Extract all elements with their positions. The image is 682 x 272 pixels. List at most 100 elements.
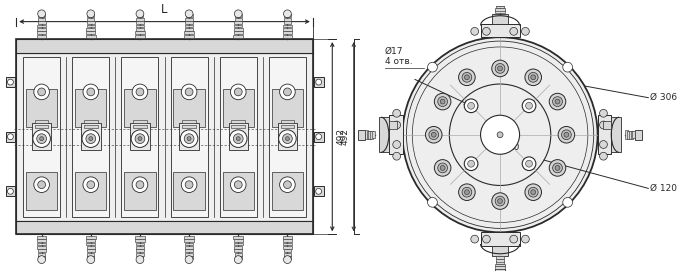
Circle shape (181, 177, 197, 193)
Bar (173, 89, 205, 127)
Bar (87, 14, 94, 17)
Bar (5, 186, 15, 196)
Circle shape (237, 137, 240, 141)
Bar (496, 256, 504, 259)
Circle shape (549, 160, 566, 176)
Bar (481, 24, 520, 37)
Bar (87, 21, 95, 24)
Circle shape (458, 69, 475, 86)
Bar (87, 249, 95, 252)
Bar (37, 31, 46, 34)
Bar (135, 31, 145, 34)
Bar (234, 246, 242, 249)
Bar (234, 28, 243, 31)
Bar (222, 89, 254, 127)
Bar (37, 35, 46, 38)
Bar (235, 249, 242, 252)
Circle shape (284, 10, 291, 18)
Bar (314, 77, 323, 87)
Bar (635, 130, 642, 140)
Bar (495, 266, 505, 269)
Circle shape (464, 99, 478, 113)
Bar (136, 246, 144, 249)
Circle shape (429, 130, 439, 140)
Circle shape (462, 187, 472, 197)
Bar (87, 18, 94, 21)
Circle shape (231, 177, 246, 193)
Circle shape (233, 134, 243, 144)
Circle shape (438, 163, 447, 173)
Circle shape (426, 126, 442, 143)
Bar (631, 131, 634, 138)
Circle shape (564, 132, 569, 137)
Circle shape (181, 84, 197, 100)
Circle shape (434, 160, 451, 176)
Bar (496, 259, 504, 262)
Circle shape (83, 177, 99, 193)
Bar (173, 172, 205, 210)
Bar (35, 120, 48, 123)
Circle shape (471, 27, 479, 35)
Circle shape (186, 256, 193, 264)
Circle shape (135, 134, 145, 144)
Circle shape (525, 69, 542, 86)
Bar (26, 172, 57, 210)
Bar (235, 253, 242, 256)
Bar (496, 3, 504, 6)
Bar (234, 31, 243, 34)
Bar (37, 236, 46, 239)
Bar (389, 115, 402, 154)
Bar (234, 243, 243, 245)
Bar (284, 14, 291, 17)
Bar (272, 172, 303, 210)
Bar (184, 239, 194, 242)
Circle shape (599, 121, 608, 129)
Bar (372, 131, 374, 138)
Circle shape (599, 141, 608, 149)
Bar (186, 249, 193, 252)
Bar (496, 1, 504, 4)
Bar (233, 236, 243, 239)
Bar (186, 253, 193, 256)
Bar (136, 24, 144, 27)
Circle shape (136, 256, 144, 264)
Circle shape (34, 84, 49, 100)
Bar (235, 14, 241, 17)
Circle shape (82, 130, 100, 147)
Bar (629, 131, 632, 139)
Circle shape (38, 10, 46, 18)
Circle shape (282, 134, 293, 144)
Circle shape (229, 130, 247, 147)
Circle shape (286, 137, 289, 141)
Bar (23, 57, 60, 217)
Bar (186, 14, 192, 17)
Bar (284, 253, 291, 256)
Bar (124, 172, 155, 210)
Bar (81, 123, 100, 150)
Bar (235, 18, 242, 21)
Circle shape (599, 152, 608, 160)
Circle shape (235, 88, 242, 96)
Text: 492: 492 (336, 128, 345, 145)
Bar (283, 246, 292, 249)
Circle shape (510, 27, 518, 35)
Circle shape (510, 235, 518, 243)
Circle shape (522, 27, 529, 35)
Bar (32, 123, 51, 150)
Circle shape (522, 157, 536, 171)
Bar (492, 246, 508, 256)
Bar (231, 125, 245, 128)
Bar (38, 253, 45, 256)
Bar (87, 28, 95, 31)
Bar (284, 249, 291, 252)
Bar (278, 123, 297, 150)
Circle shape (531, 75, 535, 80)
Circle shape (38, 88, 46, 96)
Circle shape (431, 132, 436, 137)
Bar (283, 239, 292, 242)
Bar (87, 246, 95, 249)
Circle shape (280, 84, 295, 100)
Bar (136, 21, 144, 24)
Circle shape (552, 97, 563, 106)
Bar (184, 236, 194, 239)
